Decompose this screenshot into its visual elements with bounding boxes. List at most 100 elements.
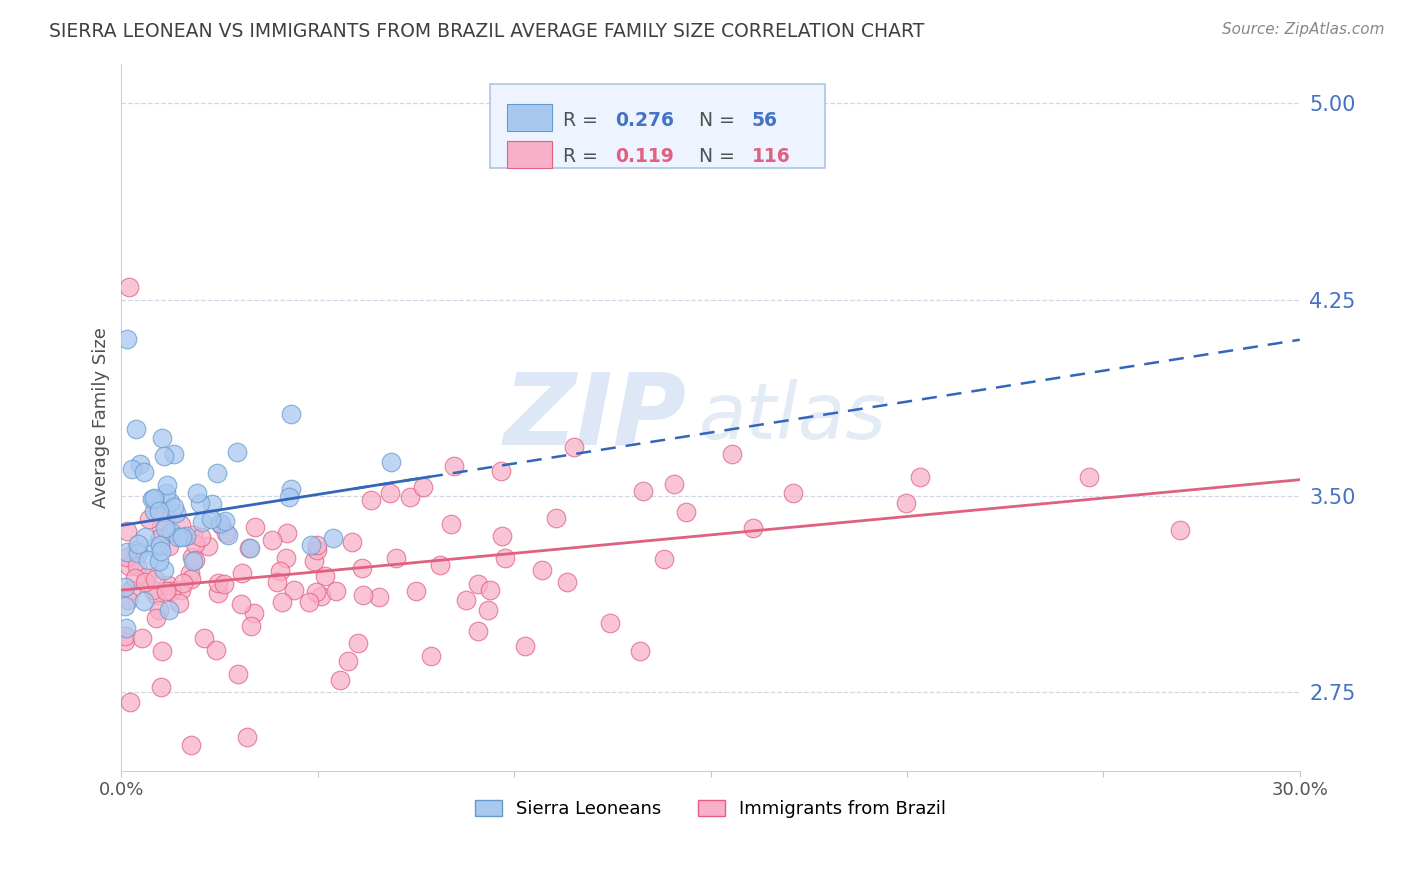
Point xyxy=(157,539,180,553)
Point xyxy=(599,615,621,630)
Point xyxy=(118,558,141,573)
Point xyxy=(720,447,742,461)
Point xyxy=(200,511,222,525)
Point xyxy=(894,496,917,510)
Point xyxy=(337,654,360,668)
FancyBboxPatch shape xyxy=(506,141,551,168)
Point xyxy=(143,492,166,507)
Point xyxy=(494,550,516,565)
Point xyxy=(181,528,204,542)
Point xyxy=(148,603,170,617)
Point xyxy=(145,610,167,624)
Point xyxy=(181,554,204,568)
Point xyxy=(269,564,291,578)
Point xyxy=(652,552,675,566)
Point xyxy=(180,738,202,752)
Point xyxy=(352,561,374,575)
Point xyxy=(229,598,252,612)
Point xyxy=(115,524,138,538)
Point xyxy=(467,576,489,591)
Point xyxy=(209,517,232,532)
Point xyxy=(145,589,167,603)
Point xyxy=(212,577,235,591)
Point xyxy=(228,667,250,681)
Point xyxy=(311,589,333,603)
Point xyxy=(544,511,567,525)
Text: N =: N = xyxy=(699,111,735,129)
Point xyxy=(305,585,328,599)
Point xyxy=(238,541,260,556)
Y-axis label: Average Family Size: Average Family Size xyxy=(93,327,110,508)
Point xyxy=(207,576,229,591)
Point xyxy=(114,581,136,595)
Point xyxy=(124,543,146,558)
Point xyxy=(114,634,136,648)
FancyBboxPatch shape xyxy=(491,84,825,168)
Point xyxy=(277,490,299,504)
Point xyxy=(172,575,194,590)
Point xyxy=(134,530,156,544)
Point xyxy=(245,520,267,534)
Point xyxy=(115,332,138,346)
Text: 0.119: 0.119 xyxy=(616,147,673,166)
Text: Source: ZipAtlas.com: Source: ZipAtlas.com xyxy=(1222,22,1385,37)
Point xyxy=(380,455,402,469)
Point xyxy=(399,490,422,504)
Point xyxy=(225,445,247,459)
Point xyxy=(280,482,302,496)
Point xyxy=(170,517,193,532)
Point xyxy=(329,673,352,687)
Point xyxy=(479,583,502,598)
Point xyxy=(180,549,202,564)
Point xyxy=(283,583,305,598)
Point xyxy=(322,531,344,545)
Point xyxy=(675,505,697,519)
Point xyxy=(155,485,177,500)
Point xyxy=(205,466,228,480)
Point xyxy=(159,525,181,540)
Point xyxy=(197,539,219,553)
Point xyxy=(180,572,202,586)
Point xyxy=(633,483,655,498)
Point xyxy=(157,603,180,617)
Point xyxy=(405,584,427,599)
Point xyxy=(260,533,283,547)
Point xyxy=(114,629,136,643)
Point xyxy=(120,695,142,709)
Point xyxy=(149,538,172,552)
Point xyxy=(214,514,236,528)
Point xyxy=(217,528,239,542)
Point xyxy=(170,583,193,598)
Point xyxy=(115,621,138,635)
Point xyxy=(132,593,155,607)
Point xyxy=(150,519,173,533)
Point xyxy=(243,606,266,620)
Point xyxy=(352,588,374,602)
Point xyxy=(1077,469,1099,483)
Point xyxy=(142,583,165,598)
Point xyxy=(135,570,157,584)
Point xyxy=(163,500,186,515)
Point xyxy=(141,492,163,507)
Point xyxy=(307,538,329,552)
Point xyxy=(127,537,149,551)
Point xyxy=(153,449,176,463)
Point xyxy=(117,592,139,607)
Point xyxy=(136,553,159,567)
Point xyxy=(138,512,160,526)
Point xyxy=(150,680,173,694)
Point xyxy=(188,495,211,509)
Point xyxy=(231,566,253,580)
Point xyxy=(380,485,402,500)
Point xyxy=(150,431,173,445)
Text: R =: R = xyxy=(564,111,598,129)
Point xyxy=(207,585,229,599)
Point xyxy=(454,593,477,607)
Point xyxy=(186,486,208,500)
Point xyxy=(134,465,156,479)
Point xyxy=(179,566,201,580)
Point xyxy=(167,596,190,610)
Point xyxy=(299,538,322,552)
Point xyxy=(271,595,294,609)
Point xyxy=(127,559,149,574)
